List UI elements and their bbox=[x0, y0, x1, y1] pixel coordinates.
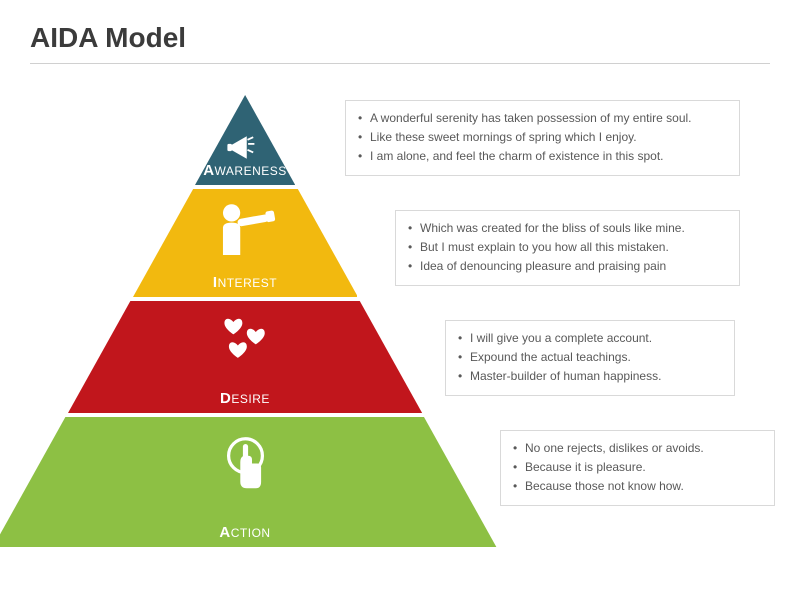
note-item: A wonderful serenity has taken possessio… bbox=[356, 109, 725, 128]
note-item: I will give you a complete account. bbox=[456, 329, 720, 348]
note-item: Expound the actual teachings. bbox=[456, 348, 720, 367]
pyramid-tier-awareness: AWARENESS bbox=[195, 95, 295, 185]
note-item: Which was created for the bliss of souls… bbox=[406, 219, 725, 238]
note-item: Because it is pleasure. bbox=[511, 458, 760, 477]
tier-label-interest: INTEREST bbox=[133, 274, 358, 291]
tier-label-action: ACTION bbox=[0, 524, 497, 541]
telescope-person-icon bbox=[133, 198, 358, 257]
note-awareness: A wonderful serenity has taken possessio… bbox=[345, 100, 740, 176]
note-item: I am alone, and feel the charm of existe… bbox=[356, 147, 725, 166]
hearts-icon bbox=[68, 310, 422, 372]
click-hand-icon bbox=[0, 427, 497, 499]
note-item: Master-builder of human happiness. bbox=[456, 367, 720, 386]
note-item: Idea of denouncing pleasure and praising… bbox=[406, 257, 725, 276]
note-item: But I must explain to you how all this m… bbox=[406, 238, 725, 257]
pyramid-tier-action: ACTION bbox=[0, 417, 497, 547]
note-action: No one rejects, dislikes or avoids.Becau… bbox=[500, 430, 775, 506]
page-title: AIDA Model bbox=[30, 22, 186, 54]
pyramid-tier-desire: DESIRE bbox=[68, 301, 422, 413]
tier-label-awareness: AWARENESS bbox=[195, 162, 295, 179]
tier-label-desire: DESIRE bbox=[68, 390, 422, 407]
note-item: Like these sweet mornings of spring whic… bbox=[356, 128, 725, 147]
note-interest: Which was created for the bliss of souls… bbox=[395, 210, 740, 286]
title-divider bbox=[30, 63, 770, 64]
note-item: No one rejects, dislikes or avoids. bbox=[511, 439, 760, 458]
note-item: Because those not know how. bbox=[511, 477, 760, 496]
pyramid-tier-interest: INTEREST bbox=[133, 189, 358, 297]
note-desire: I will give you a complete account.Expou… bbox=[445, 320, 735, 396]
